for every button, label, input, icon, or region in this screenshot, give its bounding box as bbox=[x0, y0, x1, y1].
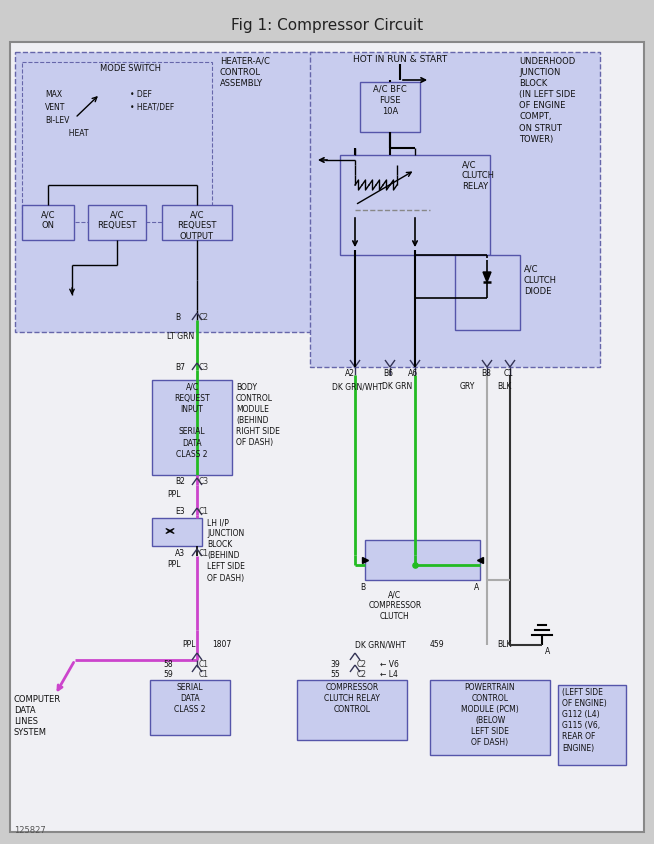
Bar bbox=[365, 540, 480, 580]
Text: HEAT: HEAT bbox=[45, 129, 88, 138]
Text: LH I/P
JUNCTION
BLOCK
(BEHIND
LEFT SIDE
OF DASH): LH I/P JUNCTION BLOCK (BEHIND LEFT SIDE … bbox=[207, 518, 245, 582]
Bar bbox=[88, 205, 146, 240]
Text: A/C
CLUTCH
DIODE: A/C CLUTCH DIODE bbox=[524, 265, 557, 296]
Bar bbox=[15, 52, 325, 332]
Text: A/C
REQUEST
OUTPUT: A/C REQUEST OUTPUT bbox=[177, 210, 216, 241]
Bar bbox=[22, 205, 74, 240]
Bar bbox=[152, 380, 232, 475]
Polygon shape bbox=[483, 272, 491, 282]
Text: COMPUTER
DATA
LINES
SYSTEM: COMPUTER DATA LINES SYSTEM bbox=[14, 695, 61, 738]
Bar bbox=[430, 680, 550, 755]
Bar bbox=[455, 255, 520, 330]
Text: B7: B7 bbox=[175, 363, 185, 371]
Text: SERIAL
DATA
CLASS 2: SERIAL DATA CLASS 2 bbox=[174, 683, 206, 714]
Text: GRY: GRY bbox=[460, 382, 475, 391]
Text: C1: C1 bbox=[199, 549, 209, 558]
Text: LT GRN: LT GRN bbox=[167, 332, 194, 341]
Bar bbox=[310, 52, 600, 367]
Text: A/C
REQUEST
INPUT

SERIAL
DATA
CLASS 2: A/C REQUEST INPUT SERIAL DATA CLASS 2 bbox=[174, 383, 210, 458]
Text: HEATER-A/C
CONTROL
ASSEMBLY: HEATER-A/C CONTROL ASSEMBLY bbox=[220, 57, 270, 89]
Text: C1: C1 bbox=[199, 507, 209, 517]
Bar bbox=[558, 685, 626, 765]
Text: MAX: MAX bbox=[45, 90, 62, 99]
Text: DK GRN/WHT: DK GRN/WHT bbox=[332, 382, 383, 391]
Text: A/C
COMPRESSOR
CLUTCH: A/C COMPRESSOR CLUTCH bbox=[368, 590, 422, 621]
Text: PPL: PPL bbox=[167, 560, 181, 569]
Text: 459: 459 bbox=[430, 640, 445, 649]
Text: ← L4: ← L4 bbox=[380, 670, 398, 679]
Text: • HEAT/DEF: • HEAT/DEF bbox=[130, 103, 174, 112]
Text: C1: C1 bbox=[199, 660, 209, 669]
Text: MODE SWITCH: MODE SWITCH bbox=[99, 64, 160, 73]
Text: POWERTRAIN
CONTROL
MODULE (PCM)
(BELOW
LEFT SIDE
OF DASH): POWERTRAIN CONTROL MODULE (PCM) (BELOW L… bbox=[461, 683, 519, 748]
Text: C2: C2 bbox=[357, 660, 367, 669]
Text: C1: C1 bbox=[504, 369, 514, 378]
Text: B2: B2 bbox=[175, 478, 185, 486]
Text: BODY
CONTROL
MODULE
(BEHIND
RIGHT SIDE
OF DASH): BODY CONTROL MODULE (BEHIND RIGHT SIDE O… bbox=[236, 383, 280, 447]
Text: DK GRN/WHT: DK GRN/WHT bbox=[355, 640, 405, 649]
Text: A2: A2 bbox=[345, 369, 355, 378]
Bar bbox=[22, 62, 212, 222]
Text: VENT: VENT bbox=[45, 103, 65, 112]
Text: DK GRN: DK GRN bbox=[382, 382, 412, 391]
Bar bbox=[360, 82, 420, 132]
Text: B: B bbox=[175, 312, 180, 322]
Text: PPL: PPL bbox=[167, 490, 181, 499]
Text: COMPRESSOR
CLUTCH RELAY
CONTROL: COMPRESSOR CLUTCH RELAY CONTROL bbox=[324, 683, 380, 714]
Text: E3: E3 bbox=[175, 507, 184, 517]
Text: 125827: 125827 bbox=[14, 826, 46, 835]
Text: C2: C2 bbox=[357, 670, 367, 679]
Text: • DEF: • DEF bbox=[130, 90, 152, 99]
Text: 55: 55 bbox=[330, 670, 340, 679]
Text: A/C BFC
FUSE
10A: A/C BFC FUSE 10A bbox=[373, 85, 407, 116]
Text: BLK: BLK bbox=[497, 640, 511, 649]
Text: 58: 58 bbox=[164, 660, 173, 669]
Text: B6: B6 bbox=[383, 369, 393, 378]
Text: 39: 39 bbox=[330, 660, 340, 669]
Bar bbox=[297, 680, 407, 740]
Text: ← V6: ← V6 bbox=[380, 660, 399, 669]
Text: A: A bbox=[545, 647, 550, 656]
Text: B8: B8 bbox=[481, 369, 491, 378]
Text: 59: 59 bbox=[164, 670, 173, 679]
Text: HOT IN RUN & START: HOT IN RUN & START bbox=[353, 55, 447, 64]
Bar bbox=[340, 155, 490, 255]
Text: A6: A6 bbox=[408, 369, 418, 378]
Text: UNDERHOOD
JUNCTION
BLOCK
(IN LEFT SIDE
OF ENGINE
COMPT,
ON STRUT
TOWER): UNDERHOOD JUNCTION BLOCK (IN LEFT SIDE O… bbox=[519, 57, 576, 143]
Text: BI-LEV: BI-LEV bbox=[45, 116, 69, 125]
Text: A/C
REQUEST: A/C REQUEST bbox=[97, 210, 137, 230]
Text: A/C
ON: A/C ON bbox=[41, 210, 55, 230]
Text: C2: C2 bbox=[199, 312, 209, 322]
Text: C3: C3 bbox=[199, 363, 209, 371]
Bar bbox=[152, 518, 202, 546]
Text: B: B bbox=[360, 583, 365, 592]
Text: 1807: 1807 bbox=[212, 640, 232, 649]
Text: A/C
CLUTCH
RELAY: A/C CLUTCH RELAY bbox=[462, 160, 495, 192]
Text: BLK: BLK bbox=[497, 382, 511, 391]
Text: PPL: PPL bbox=[182, 640, 196, 649]
Text: A3: A3 bbox=[175, 549, 185, 558]
Bar bbox=[162, 205, 232, 240]
Bar bbox=[150, 680, 230, 735]
Text: (LEFT SIDE
OF ENGINE)
G112 (L4)
G115 (V6,
REAR OF
ENGINE): (LEFT SIDE OF ENGINE) G112 (L4) G115 (V6… bbox=[562, 688, 607, 753]
Text: Fig 1: Compressor Circuit: Fig 1: Compressor Circuit bbox=[231, 18, 423, 33]
Text: A: A bbox=[474, 583, 479, 592]
Text: C3: C3 bbox=[199, 478, 209, 486]
Text: C1: C1 bbox=[199, 670, 209, 679]
